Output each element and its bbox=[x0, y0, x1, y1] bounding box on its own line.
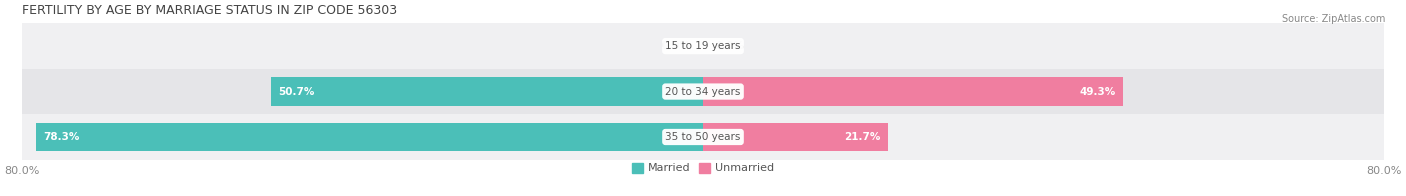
Bar bbox=[22, 114, 1384, 160]
Text: 0.0%: 0.0% bbox=[661, 41, 690, 51]
Text: 15 to 19 years: 15 to 19 years bbox=[665, 41, 741, 51]
Text: 0.0%: 0.0% bbox=[716, 41, 745, 51]
Text: 50.7%: 50.7% bbox=[278, 87, 315, 97]
Text: 78.3%: 78.3% bbox=[44, 132, 80, 142]
Bar bbox=[703, 77, 1123, 106]
Text: 49.3%: 49.3% bbox=[1080, 87, 1116, 97]
Text: 21.7%: 21.7% bbox=[845, 132, 882, 142]
Text: Source: ZipAtlas.com: Source: ZipAtlas.com bbox=[1281, 14, 1385, 24]
Text: 35 to 50 years: 35 to 50 years bbox=[665, 132, 741, 142]
Bar bbox=[271, 77, 703, 106]
Bar bbox=[703, 123, 887, 151]
Text: FERTILITY BY AGE BY MARRIAGE STATUS IN ZIP CODE 56303: FERTILITY BY AGE BY MARRIAGE STATUS IN Z… bbox=[22, 4, 396, 17]
Bar bbox=[22, 69, 1384, 114]
Bar bbox=[22, 23, 1384, 69]
Text: 20 to 34 years: 20 to 34 years bbox=[665, 87, 741, 97]
Bar bbox=[37, 123, 703, 151]
Legend: Married, Unmarried: Married, Unmarried bbox=[633, 162, 773, 173]
